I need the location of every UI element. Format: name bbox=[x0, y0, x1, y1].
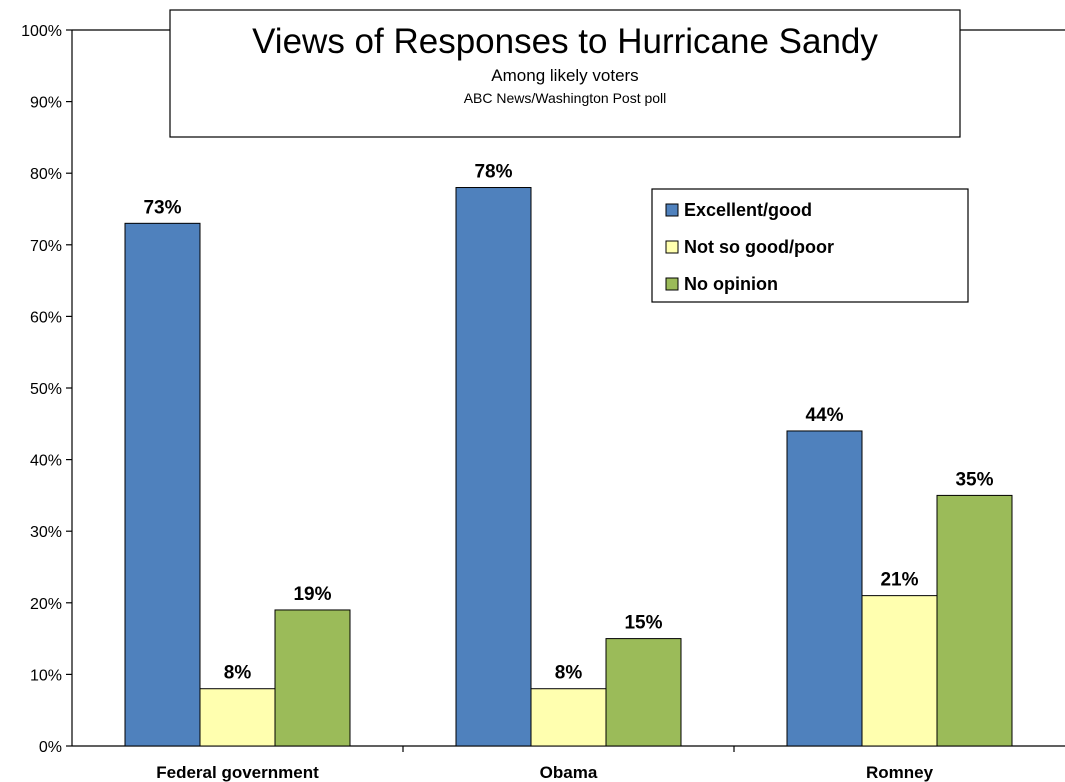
y-tick-label: 0% bbox=[39, 739, 62, 756]
data-label: 8% bbox=[555, 663, 583, 684]
legend-label: No opinion bbox=[684, 274, 778, 294]
y-tick-label: 90% bbox=[30, 95, 62, 112]
bar bbox=[124, 222, 201, 747]
x-category-label: Federal government bbox=[156, 763, 319, 782]
data-label: 19% bbox=[293, 584, 331, 605]
bar bbox=[530, 688, 607, 747]
data-label: 44% bbox=[805, 405, 843, 426]
chart-subtitle: Among likely voters bbox=[491, 66, 638, 85]
bar bbox=[199, 688, 276, 747]
y-tick-label: 80% bbox=[30, 166, 62, 183]
title-box: Views of Responses to Hurricane Sandy Am… bbox=[169, 9, 961, 138]
y-tick-label: 20% bbox=[30, 596, 62, 613]
bar bbox=[861, 595, 938, 747]
y-tick-label: 30% bbox=[30, 524, 62, 541]
legend-swatch bbox=[665, 240, 679, 254]
chart-source: ABC News/Washington Post poll bbox=[464, 90, 667, 106]
y-tick-label: 10% bbox=[30, 667, 62, 684]
data-label: 73% bbox=[143, 197, 181, 218]
legend: Excellent/good Not so good/poor No opinion bbox=[651, 188, 969, 303]
bar bbox=[455, 187, 532, 747]
chart-title: Views of Responses to Hurricane Sandy bbox=[252, 22, 878, 61]
legend-swatch bbox=[665, 203, 679, 217]
bar bbox=[786, 430, 863, 747]
data-label: 78% bbox=[474, 162, 512, 183]
data-label: 35% bbox=[955, 469, 993, 490]
data-label: 15% bbox=[624, 613, 662, 634]
y-tick-label: 100% bbox=[21, 23, 62, 40]
y-tick-label: 40% bbox=[30, 453, 62, 470]
x-category-label: Obama bbox=[540, 763, 598, 782]
x-category-label: Romney bbox=[866, 763, 934, 782]
y-tick-label: 70% bbox=[30, 238, 62, 255]
legend-label: Not so good/poor bbox=[684, 237, 834, 257]
data-label: 8% bbox=[224, 663, 252, 684]
y-tick-label: 60% bbox=[30, 309, 62, 326]
data-labels-group: 73% 8% 19% 78% 8% 15% 44% 21% 35% bbox=[143, 162, 993, 684]
bars-group bbox=[124, 187, 1013, 747]
data-label: 21% bbox=[880, 570, 918, 591]
bar bbox=[605, 638, 682, 747]
legend-label: Excellent/good bbox=[684, 200, 812, 220]
bar bbox=[936, 494, 1013, 747]
legend-swatch bbox=[665, 277, 679, 291]
bar bbox=[274, 609, 351, 747]
y-tick-label: 50% bbox=[30, 381, 62, 398]
